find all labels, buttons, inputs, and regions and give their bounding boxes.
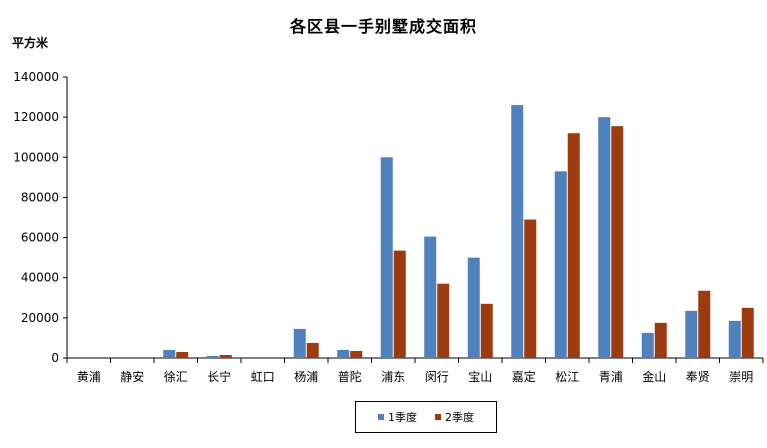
x-tick-label: 松江 [555,370,579,384]
legend-swatch-series-1 [378,414,384,420]
x-tick-label: 静安 [120,369,144,384]
x-tick-label: 黄浦 [77,370,101,384]
legend-label-series-1: 1季度 [388,411,417,424]
bar-q1-6 [337,349,350,358]
bar-q1-11 [554,171,567,358]
bar-q2-3 [219,354,232,358]
y-tick-label: 100000 [13,150,59,164]
bar-q2-14 [698,290,711,358]
y-tick-label: 0 [51,351,59,365]
x-tick-label: 普陀 [338,369,362,384]
bar-q2-7 [393,250,406,358]
legend-label-series-2: 2季度 [445,411,474,424]
x-tick-label: 宝山 [468,370,492,384]
bar-q2-12 [611,126,624,358]
bar-q2-2 [176,351,189,358]
x-tick-label: 浦东 [381,370,405,384]
bar-q1-13 [641,332,654,358]
bar-q2-5 [306,342,319,358]
bar-q1-9 [467,257,480,358]
y-axis-unit-label: 平方米 [12,36,49,50]
bar-q1-5 [293,328,306,358]
legend-item-series-1: 1季度 [378,409,417,425]
x-tick-label: 长宁 [207,369,231,384]
bar-q2-11 [567,133,580,358]
y-tick-label: 40000 [21,271,59,285]
x-tick-label: 崇明 [729,370,753,384]
x-tick-label: 嘉定 [512,369,536,384]
legend-swatch-series-2 [435,414,441,420]
bar-q2-6 [350,350,363,358]
bar-q1-8 [424,236,437,358]
x-tick-label: 青浦 [599,370,623,384]
chart-title: 各区县一手别墅成交面积 [289,17,477,36]
legend: 1季度 2季度 [355,401,497,433]
bar-q1-14 [685,310,698,358]
x-tick-label: 金山 [642,369,666,384]
bar-q1-2 [163,349,176,358]
bar-q2-8 [437,283,450,358]
x-tick-label: 杨浦 [294,369,318,384]
bar-q1-7 [380,157,393,358]
x-tick-label: 奉贤 [686,370,710,384]
bar-q1-3 [206,355,219,358]
x-tick-label: 闵行 [425,369,449,384]
y-tick-label: 140000 [13,70,59,84]
legend-item-series-2: 2季度 [435,409,474,425]
bar-q2-9 [480,303,493,358]
bar-q1-15 [728,320,741,358]
x-tick-label: 徐汇 [164,369,188,384]
bar-q2-15 [741,307,754,358]
y-tick-label: 80000 [21,190,59,204]
y-tick-label: 120000 [13,110,59,124]
bar-q2-10 [524,219,537,358]
y-tick-label: 20000 [21,311,59,325]
bar-q1-12 [598,117,611,359]
bar-q1-10 [511,105,524,358]
bar-q2-13 [654,322,667,358]
x-tick-label: 虹口 [251,370,275,384]
y-tick-label: 60000 [21,231,59,245]
